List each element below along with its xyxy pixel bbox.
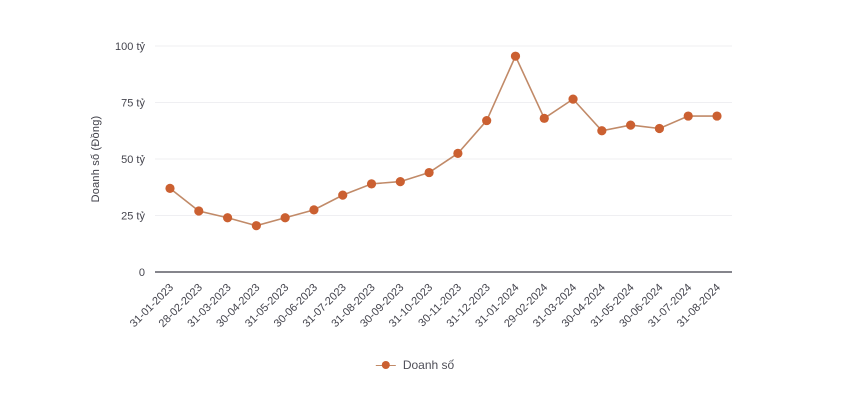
data-point-31-08-2024[interactable] bbox=[712, 111, 722, 121]
data-point-30-04-2024[interactable] bbox=[597, 126, 607, 136]
series-line-doanh-so bbox=[169, 54, 717, 227]
data-point-30-11-2023[interactable] bbox=[453, 148, 463, 158]
y-tick-label-0: 0 bbox=[139, 267, 145, 279]
data-point-31-03-2024[interactable] bbox=[568, 94, 578, 104]
legend-item-doanh-so[interactable]: Doanh số bbox=[375, 358, 455, 372]
data-point-30-06-2023[interactable] bbox=[309, 205, 319, 215]
data-point-31-12-2023[interactable] bbox=[482, 115, 492, 126]
y-tick-label-50: 50 tỷ bbox=[121, 154, 145, 166]
data-point-30-06-2024[interactable] bbox=[654, 123, 665, 134]
data-point-31-07-2024[interactable] bbox=[683, 111, 693, 121]
data-point-31-01-2024[interactable] bbox=[510, 51, 521, 61]
data-point-28-02-2023[interactable] bbox=[194, 206, 204, 216]
data-point-30-09-2023[interactable] bbox=[395, 177, 405, 187]
y-tick-label-25: 25 tỷ bbox=[121, 211, 145, 223]
legend-label: Doanh số bbox=[402, 358, 455, 372]
data-point-31-03-2023[interactable] bbox=[222, 213, 233, 223]
data-point-29-02-2024[interactable] bbox=[539, 113, 549, 123]
data-point-31-08-2023[interactable] bbox=[366, 179, 377, 189]
data-point-31-05-2023[interactable] bbox=[280, 213, 290, 223]
data-point-31-01-2023[interactable] bbox=[165, 183, 175, 193]
legend-line-dot-icon bbox=[375, 361, 396, 370]
data-point-31-05-2024[interactable] bbox=[626, 120, 636, 130]
y-tick-label-100: 100 tỷ bbox=[115, 41, 145, 53]
data-point-30-04-2023[interactable] bbox=[251, 221, 261, 231]
data-point-31-07-2023[interactable] bbox=[338, 190, 348, 200]
data-point-31-10-2023[interactable] bbox=[424, 167, 434, 178]
y-tick-label-75: 75 tỷ bbox=[121, 98, 145, 110]
